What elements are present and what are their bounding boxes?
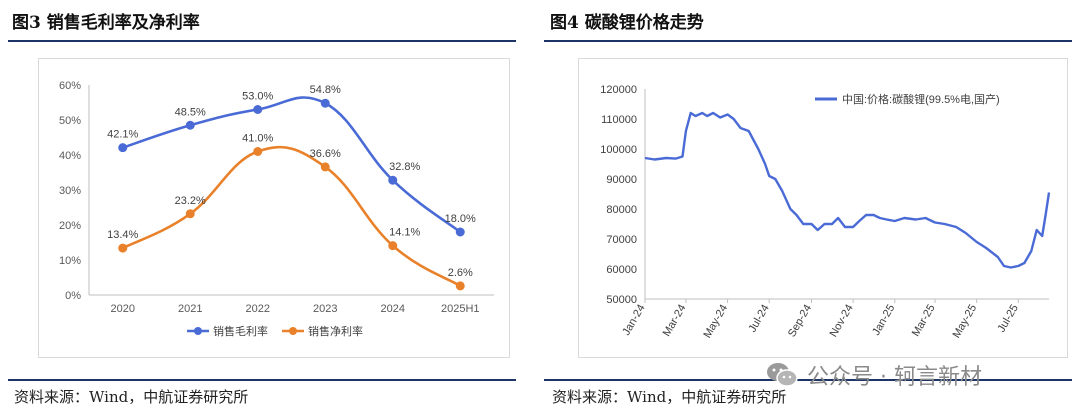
data-point (455, 227, 465, 237)
y-tick-label: 100000 (600, 144, 637, 156)
y-tick-label: 30% (59, 185, 81, 197)
x-tick-label: 2020 (111, 303, 135, 315)
data-point (253, 105, 263, 114)
data-point (185, 120, 195, 130)
x-tick-label: Sep-24 (786, 303, 814, 340)
data-point (388, 175, 398, 185)
data-point (185, 209, 195, 219)
data-label: 48.5% (175, 106, 206, 118)
data-label: 32.8% (389, 161, 420, 173)
x-tick-label: Jul-25 (996, 303, 1021, 335)
y-tick-label: 50000 (606, 294, 637, 306)
data-label: 41.0% (242, 133, 273, 145)
y-tick-label: 0% (65, 290, 81, 302)
y-tick-label: 50% (59, 115, 81, 127)
x-tick-label: Mar-24 (661, 303, 689, 339)
x-tick-label: Jul-24 (746, 303, 771, 335)
legend-label: 销售毛利率 (213, 324, 268, 338)
legend-label: 中国:价格:碳酸锂(99.5%电,国产) (842, 92, 1000, 106)
lithium-price-chart: 50000 60000 70000 80000 90000 100000 110000 120… (600, 84, 1051, 341)
x-tick-label: Mar-25 (910, 303, 938, 339)
x-tick-label: 2024 (381, 303, 405, 315)
y-tick-label: 10% (59, 255, 81, 267)
data-label: 2.6% (448, 267, 473, 279)
figure-title: 图4 碳酸锂价格走势 (550, 13, 704, 33)
left-panel: 图3 销售毛利率及净利率 0% 10% 20% 30% 40% 50% 60% 2020 202… (0, 0, 520, 419)
legend-marker (194, 327, 202, 335)
x-tick-label: 2022 (246, 303, 270, 315)
y-tick-label: 60% (59, 80, 81, 92)
data-label: 42.1% (107, 129, 138, 141)
figure-title: 图3 销售毛利率及净利率 (12, 13, 200, 33)
source-rule (544, 379, 1072, 381)
x-tick-label: Nov-24 (828, 303, 856, 340)
y-tick-label: 70000 (606, 234, 637, 246)
title-rule (544, 40, 1072, 42)
y-tick-label: 110000 (601, 114, 637, 126)
data-label: 54.8% (310, 84, 341, 96)
watermark: 公众号 · 轲言新材 (765, 358, 982, 392)
data-label: 53.0% (242, 91, 273, 103)
margin-chart-frame: 0% 10% 20% 30% 40% 50% 60% 2020 2021 2022 2023 2024… (38, 58, 510, 358)
y-tick-label: 90000 (606, 174, 637, 186)
y-tick-label: 60000 (606, 264, 637, 276)
data-point (455, 281, 465, 291)
source-note: 资料来源：Wind，中航证券研究所 (14, 388, 249, 406)
legend-label: 销售净利率 (308, 324, 363, 338)
series-line-lithium-price (644, 111, 1051, 269)
wechat-icon (767, 363, 798, 387)
x-tick-label: May-25 (951, 303, 980, 341)
data-label: 14.1% (389, 227, 420, 239)
x-tick-label: 2025H1 (441, 303, 480, 315)
x-tick-label: Jan-24 (620, 303, 647, 338)
y-tick-label: 40% (59, 150, 81, 162)
legend-marker (289, 327, 297, 335)
data-label: 36.6% (310, 148, 341, 160)
source-note: 资料来源：Wind，中航证券研究所 (552, 388, 787, 406)
data-label: 13.4% (107, 229, 138, 241)
margin-chart: 0% 10% 20% 30% 40% 50% 60% 2020 2021 2022 2023 2024… (59, 80, 494, 338)
x-tick-label: 2023 (313, 303, 337, 315)
lithium-chart-frame: 50000 60000 70000 80000 90000 100000 110000 120… (578, 58, 1068, 358)
y-tick-label: 80000 (606, 204, 637, 216)
right-panel: 图4 碳酸锂价格走势 50000 60000 70000 80000 90000 1000… (542, 0, 1080, 419)
data-label: 18.0% (445, 213, 476, 225)
data-point (253, 147, 263, 156)
x-tick-label: May-24 (701, 303, 730, 341)
data-label: 23.2% (175, 195, 206, 207)
data-point (320, 98, 330, 108)
y-tick-label: 120000 (600, 84, 637, 96)
data-point (320, 162, 330, 172)
title-rule (8, 40, 516, 42)
y-tick-label: 20% (59, 220, 81, 232)
data-point (118, 243, 128, 253)
x-tick-label: Jan-25 (870, 303, 897, 338)
source-rule (8, 379, 516, 381)
watermark-text: 公众号 · 轲言新材 (807, 365, 982, 390)
data-point (388, 241, 398, 251)
x-tick-label: 2021 (178, 303, 202, 315)
data-point (118, 143, 128, 153)
